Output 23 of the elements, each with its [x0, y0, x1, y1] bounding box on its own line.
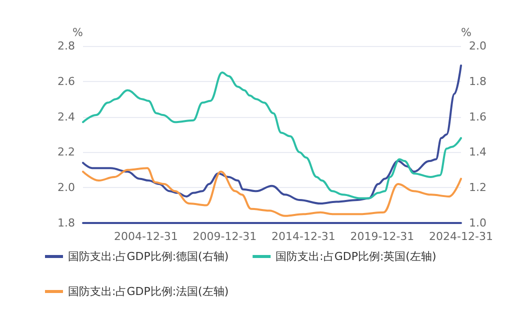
line-series	[82, 167, 462, 217]
y-tick-label: 2.8	[58, 40, 75, 52]
x-tick-label: 2009-12-31	[192, 230, 257, 243]
y2-tick-label: 1.2	[469, 181, 486, 194]
y-axis-title: %	[72, 26, 83, 39]
x-tick-label: 2019-12-31	[350, 230, 414, 243]
y2-axis-title: %	[461, 26, 472, 39]
y-tick-label: 2.6	[58, 74, 75, 88]
legend-label: 国防支出:占GDP比例:法国(左轴)	[68, 285, 229, 298]
y2-tick-label: 2.0	[469, 40, 486, 52]
y2-tick-label: 1.8	[469, 74, 486, 88]
y2-tick-label: 1.0	[469, 216, 486, 230]
y2-tick-label: 1.4	[469, 146, 486, 159]
y2-tick-label: 1.6	[469, 110, 486, 124]
legend-label: 国防支出:占GDP比例:英国(左轴)	[276, 250, 436, 263]
y-tick-label: 2.2	[58, 146, 75, 159]
x-tick-label: 2024-12-31	[429, 230, 493, 243]
legend-label: 国防支出:占GDP比例:德国(右轴)	[68, 250, 229, 263]
x-tick-label: 2014-12-31	[271, 230, 336, 243]
y-tick-label: 1.8	[58, 216, 75, 230]
y-tick-label: 2.4	[58, 110, 75, 124]
y-tick-label: 2.0	[58, 181, 75, 194]
x-tick-label: 2004-12-31	[114, 230, 178, 243]
